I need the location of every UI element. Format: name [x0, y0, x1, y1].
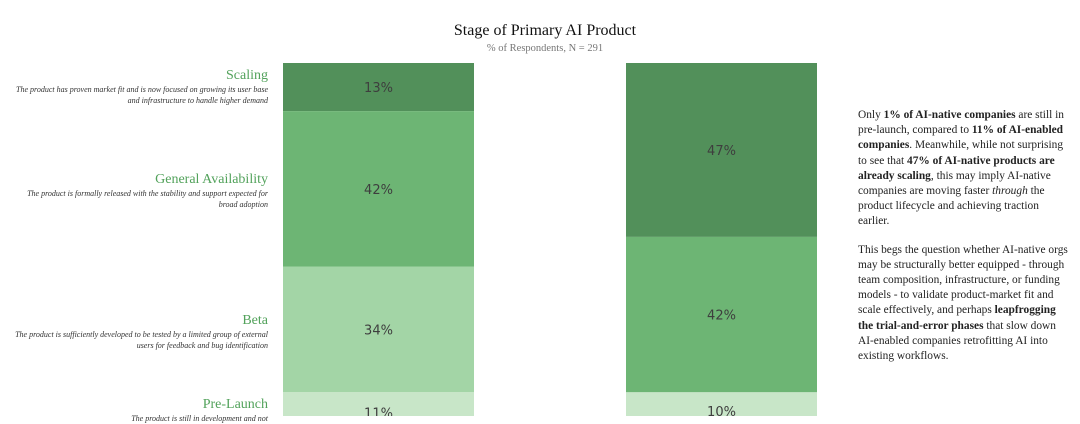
commentary-highlight: 11% of AI-enabled companies: [858, 124, 1063, 152]
bar-segment-scaling-2: [626, 63, 817, 237]
commentary-text: This begs the question whether AI-native…: [858, 243, 1068, 317]
data-label-pre-launch-1: 11%: [364, 407, 393, 416]
stage-desc-beta: The product is sufficiently developed to…: [15, 330, 268, 350]
stage-desc-scaling: The product has proven market fit and is…: [16, 85, 268, 105]
stage-desc-pre-launch: The product is still in development and …: [131, 414, 268, 423]
data-label-scaling-2: 47%: [707, 144, 736, 159]
commentary-panel: Only 1% of AI-native companies are still…: [858, 108, 1072, 377]
stage-label-general-availability: General Availability The product is form…: [8, 172, 268, 210]
chart-title: Stage of Primary AI Product: [453, 22, 637, 39]
data-label-beta-1: 34%: [364, 323, 393, 338]
commentary-highlight: 1% of AI-native companies: [883, 109, 1016, 121]
commentary-paragraph-2: This begs the question whether AI-native…: [858, 243, 1072, 365]
stage-name-beta: Beta: [242, 313, 268, 328]
commentary-text: the product lifecycle and achieving trac…: [858, 185, 1045, 228]
bar-segment-scaling-1: [283, 63, 474, 112]
bar-segment-general-availability-2: [626, 236, 817, 393]
bar-segment-pre-launch-1: [283, 392, 474, 416]
chart-subtitle: % of Respondents, N = 291: [486, 43, 604, 54]
stage-name-general-availability: General Availability: [155, 172, 268, 187]
commentary-paragraph-1: Only 1% of AI-native companies are still…: [858, 108, 1072, 230]
bar-segment-pre-launch-2: [626, 392, 817, 416]
stage-name-scaling: Scaling: [226, 68, 268, 83]
commentary-text: Only: [858, 109, 884, 121]
data-label-scaling-1: 13%: [364, 81, 393, 96]
stage-label-pre-launch: Pre-Launch The product is still in devel…: [8, 397, 268, 424]
stage-name-pre-launch: Pre-Launch: [202, 397, 268, 412]
commentary-text: , this may imply AI-native companies are…: [858, 169, 1051, 198]
stage-label-scaling: Scaling The product has proven market fi…: [8, 68, 268, 106]
data-label-general-availability-1: 42%: [364, 183, 393, 198]
stage-label-beta: Beta The product is sufficiently develop…: [8, 313, 268, 351]
commentary-highlight: leapfrogging the trial-and-error phases: [858, 304, 1056, 332]
commentary-highlight: 47% of AI-native products are already sc…: [858, 154, 1055, 182]
data-label-general-availability-2: 42%: [707, 309, 736, 324]
commentary-text: are still in pre-launch, compared to: [858, 109, 1064, 137]
data-label-pre-launch-2: 10%: [707, 405, 736, 416]
commentary-emphasis: through: [992, 185, 1028, 198]
commentary-text: that slow down AI-enabled companies retr…: [858, 319, 1056, 363]
bar-segment-beta-1: [283, 266, 474, 393]
bar-segment-general-availability-1: [283, 111, 474, 267]
commentary-text: . Meanwhile, while not surprising to see…: [858, 139, 1064, 167]
stage-desc-general-availability: The product is formally released with th…: [27, 189, 268, 209]
